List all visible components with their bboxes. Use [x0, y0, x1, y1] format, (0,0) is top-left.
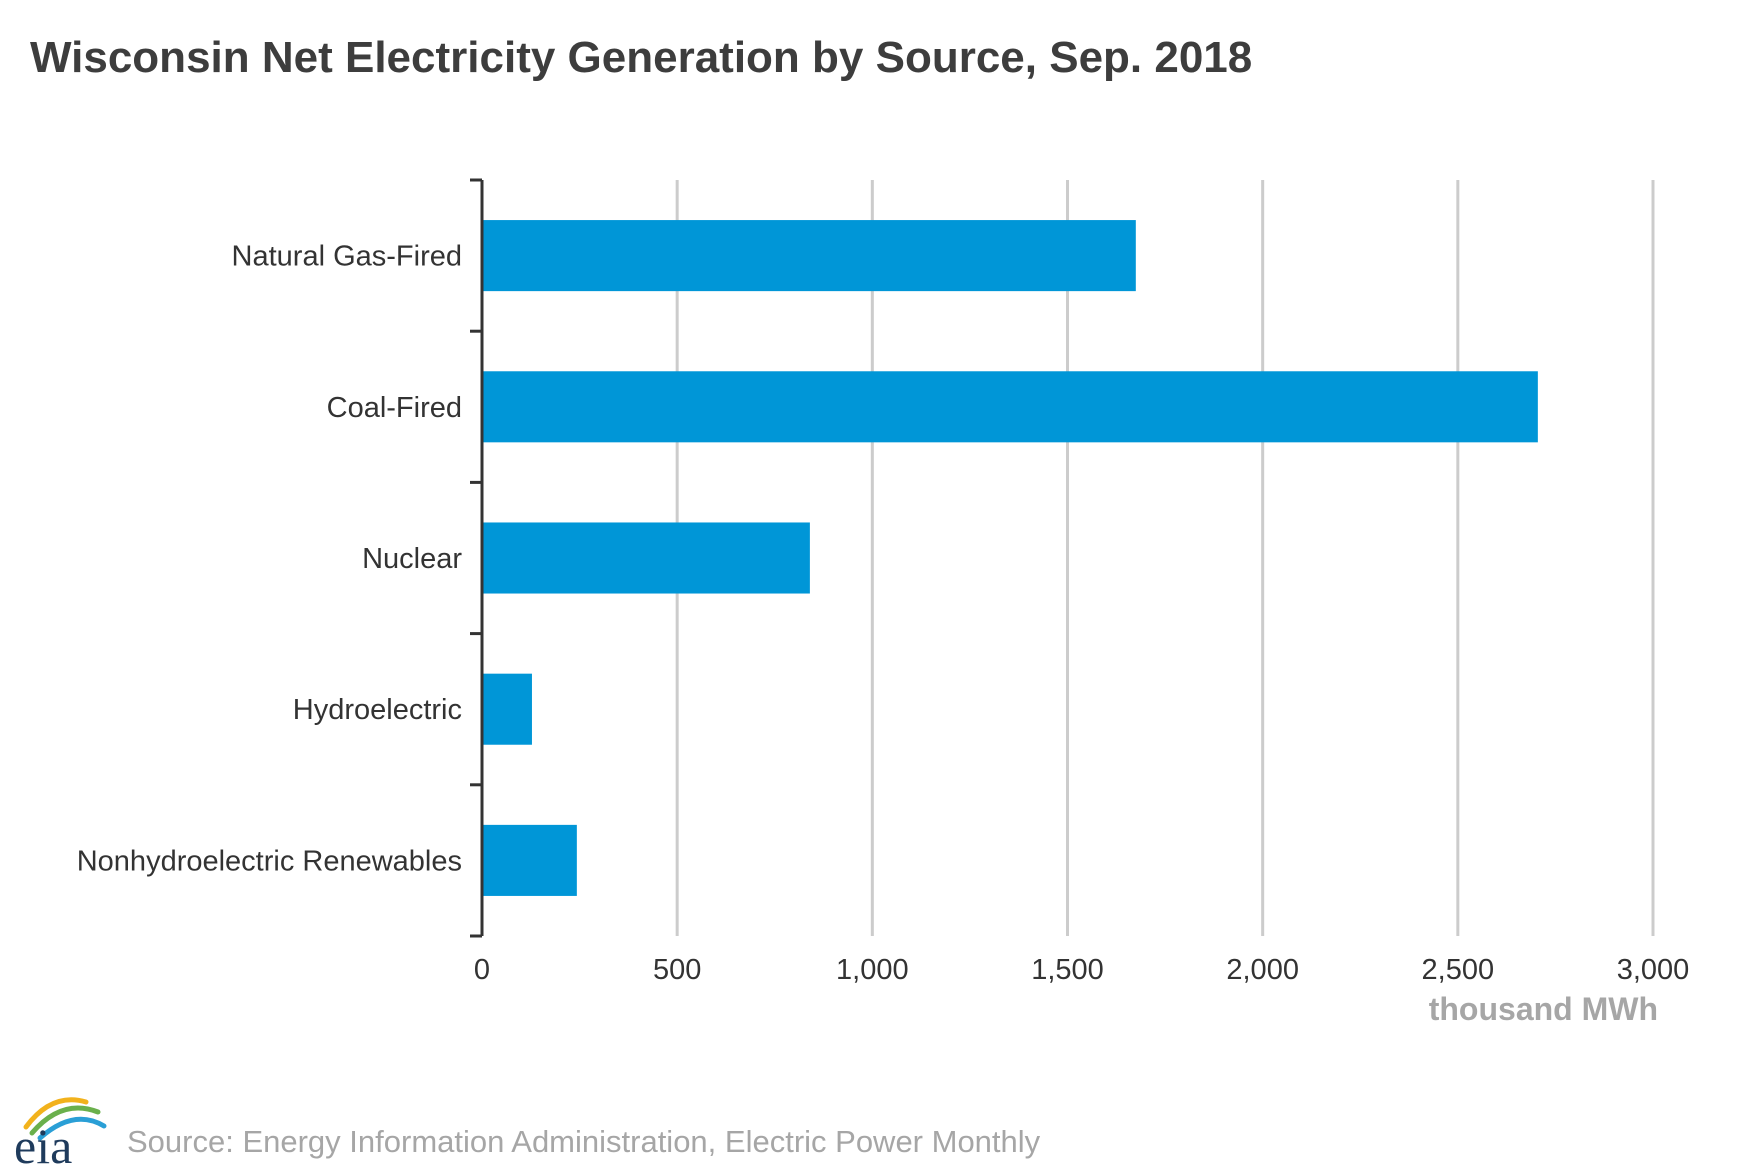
gridlines [675, 180, 1655, 936]
bar-hydroelectric [482, 673, 532, 745]
category-label-nonhydroelectric-renewables: Nonhydroelectric Renewables [77, 845, 462, 877]
category-label-natural-gas-fired: Natural Gas-Fired [232, 241, 462, 273]
y-axis [470, 178, 484, 938]
logo-arc-blue [37, 1116, 107, 1141]
bar-coal-fired [482, 371, 1538, 443]
x-tick-label-5: 2,500 [1422, 954, 1495, 986]
category-label-coal-fired: Coal-Fired [327, 392, 462, 424]
x-tick-label-2: 1,000 [836, 954, 909, 986]
x-axis-unit-label: thousand MWh [1429, 991, 1658, 1027]
x-tick-label-3: 1,500 [1031, 954, 1104, 986]
chart-title: Wisconsin Net Electricity Generation by … [30, 33, 1252, 82]
logo-arc-green [29, 1105, 101, 1136]
logo-arc-yellow [23, 1097, 89, 1130]
x-tick-label-4: 2,000 [1226, 954, 1299, 986]
x-tick-label-6: 3,000 [1617, 954, 1690, 986]
bars [482, 220, 1538, 896]
logo-text: eia [14, 1118, 72, 1174]
category-labels: Natural Gas-Fired Coal-Fired Nuclear Hydroe… [77, 241, 463, 878]
category-label-hydroelectric: Hydroelectric [293, 694, 462, 726]
bar-nuclear [482, 522, 810, 594]
x-tick-label-0: 0 [474, 954, 490, 986]
bar-nonhydroelectric-renewables [482, 824, 577, 896]
category-label-nuclear: Nuclear [362, 543, 462, 575]
x-tick-label-1: 500 [653, 954, 701, 986]
eia-logo: eia [14, 1097, 107, 1174]
source-note: Source: Energy Information Administratio… [127, 1124, 1041, 1159]
x-tick-labels: 0 500 1,000 1,500 2,000 2,500 3,000 [474, 954, 1689, 986]
bar-natural-gas-fired [482, 220, 1136, 292]
